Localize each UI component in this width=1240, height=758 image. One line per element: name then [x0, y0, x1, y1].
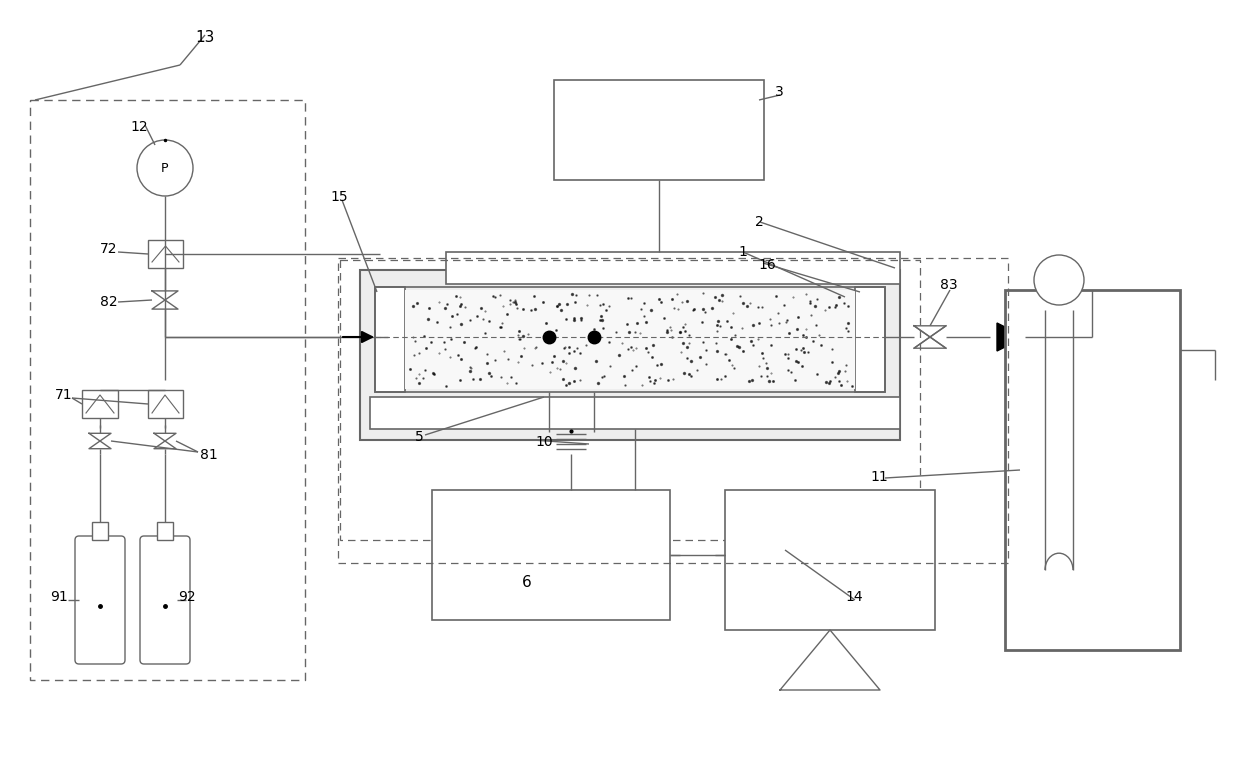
Bar	[725, 490, 935, 630]
Bar	[374, 287, 405, 392]
Text: 83: 83	[940, 278, 957, 292]
Text: 16: 16	[758, 258, 776, 272]
Bar	[374, 287, 885, 392]
Bar	[339, 258, 1008, 563]
Text: 10: 10	[534, 435, 553, 449]
Text: 81: 81	[200, 448, 218, 462]
FancyBboxPatch shape	[140, 536, 190, 664]
Text: 91: 91	[50, 590, 68, 604]
Text: 2: 2	[755, 215, 764, 229]
Text: 12: 12	[130, 120, 148, 134]
Bar	[148, 240, 184, 268]
Bar	[554, 80, 764, 180]
Bar	[1004, 290, 1180, 650]
Text: P: P	[161, 161, 169, 174]
Text: 72: 72	[100, 242, 118, 256]
Text: 71: 71	[55, 388, 73, 402]
Bar	[82, 390, 118, 418]
Text: 14: 14	[844, 590, 863, 604]
Circle shape	[1034, 255, 1084, 305]
Bar	[340, 260, 920, 540]
Text: 5: 5	[415, 430, 424, 444]
Text: 15: 15	[330, 190, 347, 204]
Bar	[405, 290, 856, 389]
Circle shape	[136, 140, 193, 196]
Bar	[360, 270, 900, 440]
Text: 1: 1	[738, 245, 746, 259]
Bar	[30, 100, 305, 680]
Bar	[432, 490, 670, 620]
Text: 82: 82	[100, 295, 118, 309]
Text: 92: 92	[179, 590, 196, 604]
Polygon shape	[997, 323, 1025, 351]
Bar	[92, 522, 108, 540]
Text: 3: 3	[775, 85, 784, 99]
Text: 6: 6	[522, 575, 532, 590]
Text: 13: 13	[195, 30, 215, 45]
Bar	[446, 252, 900, 284]
Text: 11: 11	[870, 470, 888, 484]
Bar	[370, 397, 900, 429]
Bar	[157, 522, 174, 540]
FancyBboxPatch shape	[74, 536, 125, 664]
Bar	[148, 390, 184, 418]
Bar	[856, 287, 885, 392]
